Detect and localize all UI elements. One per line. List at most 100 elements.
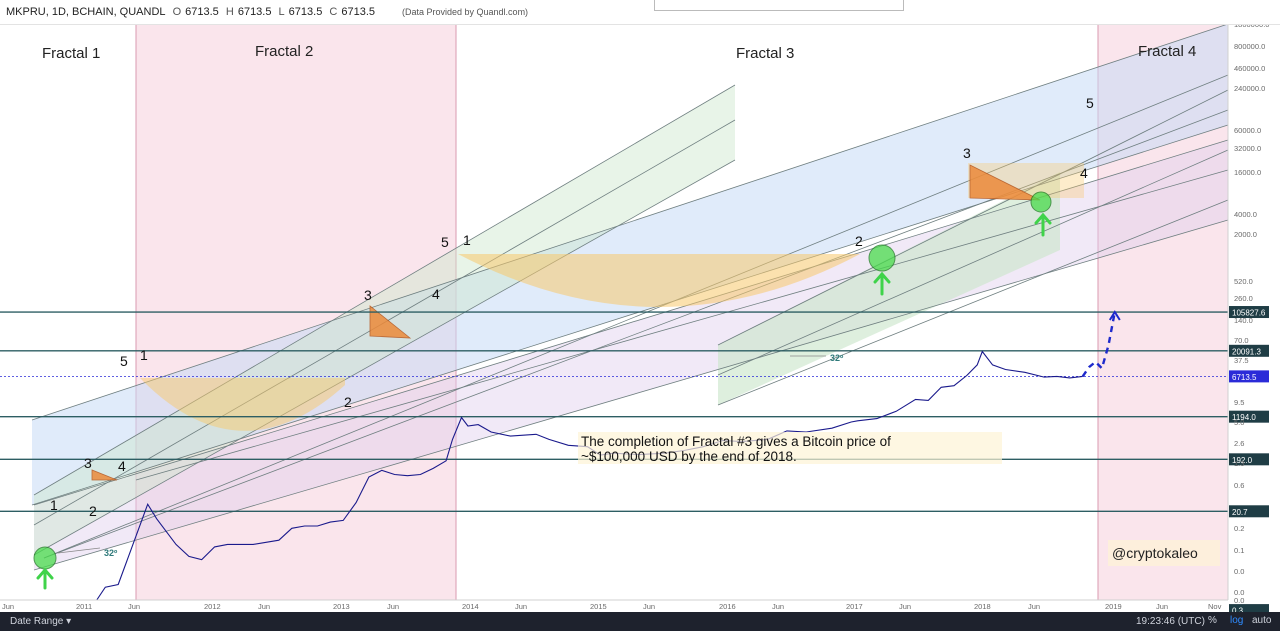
y-tick-label: 800000.0 xyxy=(1234,42,1265,51)
x-tick-label: 2017 xyxy=(846,602,863,611)
triangle-fractal1 xyxy=(91,469,118,481)
level-value: 0.3 xyxy=(1232,607,1244,612)
y-tick-label: 37.5 xyxy=(1234,356,1249,365)
up-arrow-icon xyxy=(36,212,1052,590)
watermark-box xyxy=(1108,540,1220,566)
open-value: 6713.5 xyxy=(185,6,219,18)
triangle-fractal3 xyxy=(969,164,1041,201)
fractal-label: Fractal 3 xyxy=(736,45,794,62)
wave-label: 5 xyxy=(441,234,449,250)
wave-label: 3 xyxy=(364,287,372,303)
price-line xyxy=(65,350,1083,612)
x-tick-label: Jun xyxy=(643,602,655,611)
level-value: 20.7 xyxy=(1232,508,1248,517)
level-tag: 20.7 xyxy=(1229,505,1269,518)
auto-scale-button[interactable]: auto xyxy=(1252,615,1272,626)
fractal-label: Fractal 2 xyxy=(255,43,313,60)
x-tick-label: Jun xyxy=(1028,602,1040,611)
x-tick-label: 2014 xyxy=(462,602,479,611)
trend-lines xyxy=(31,23,1229,571)
wave-label: 2 xyxy=(855,233,863,249)
bottom-toolbar: Date Range ▾ 19:23:46 (UTC) % log auto xyxy=(0,612,1280,631)
y-tick-label: 2000.0 xyxy=(1234,230,1257,239)
y-tick-label: 260.0 xyxy=(1234,294,1253,303)
x-tick-label: 2016 xyxy=(719,602,736,611)
y-tick-label: 5.0 xyxy=(1234,418,1244,427)
level-tag: 1194.0 xyxy=(1229,410,1269,423)
fractal-label: Fractal 4 xyxy=(1138,43,1196,60)
y-tick-label: 0.2 xyxy=(1234,524,1244,533)
cup-arc-fractal3 xyxy=(458,254,860,307)
data-provider: (Data Provided by Quandl.com) xyxy=(402,7,529,17)
y-tick-label: 140.0 xyxy=(1234,316,1253,325)
series-layer xyxy=(65,310,1121,612)
x-tick-label: Jun xyxy=(2,602,14,611)
wave-label: 2 xyxy=(89,503,97,519)
level-value: 105827.6 xyxy=(1232,309,1266,318)
wave-label: 4 xyxy=(1080,165,1088,181)
y-tick-label: 9.5 xyxy=(1234,398,1244,407)
forecast-arrow-icon xyxy=(1108,310,1121,321)
wave-label: 3 xyxy=(963,145,971,161)
green-circle-fractal3 xyxy=(868,244,896,272)
level-tag: 105827.6 xyxy=(1229,306,1269,319)
symbol-info: MKPRU, 1D, BCHAIN, QUANDL O 6713.5 H 6713.… xyxy=(6,6,379,18)
y-tick-label: 240000.0 xyxy=(1234,84,1265,93)
wave-label: 2 xyxy=(344,394,352,410)
price-chart[interactable]: Fractal 1 Fractal 2 Fractal 3 Fractal 4 1 2 3 4… xyxy=(0,0,1280,612)
y-tick-label: 520.0 xyxy=(1234,277,1253,286)
angle-label: 32º xyxy=(830,353,844,363)
low-label: L xyxy=(278,6,285,18)
x-tick-label: 2011 xyxy=(76,602,92,611)
y-tick-label: 0.1 xyxy=(1234,546,1244,555)
y-tick-label: 16000.0 xyxy=(1234,168,1261,177)
level-tag: 192.0 xyxy=(1229,453,1269,466)
x-tick-label: Jun xyxy=(1156,602,1168,611)
forecast-line xyxy=(1081,311,1116,378)
y-tick-label: 32000.0 xyxy=(1234,144,1261,153)
high-value: 6713.5 xyxy=(237,6,272,18)
open-label: O xyxy=(172,6,182,18)
search-field[interactable] xyxy=(654,0,904,11)
watermark-text: @cryptokaleo xyxy=(1112,545,1198,561)
cup-arc-fractal1 xyxy=(140,378,345,431)
fractal-label: Fractal 1 xyxy=(42,45,100,62)
green-circle-fractal1 xyxy=(33,546,57,570)
x-tick-label: 2015 xyxy=(590,602,607,611)
annotation-text: ~$100,000 USD by the end of 2018. xyxy=(581,449,797,464)
wave-label: 4 xyxy=(432,286,440,302)
log-scale-button[interactable]: log xyxy=(1230,615,1244,626)
y-axis-labels: 105827.6 20091.3 6713.5 1194.0 192.0 20.7 0.3 3… xyxy=(1229,0,1269,612)
date-range-button[interactable]: Date Range ▾ xyxy=(10,616,72,627)
symbol-label[interactable]: MKPRU, 1D, BCHAIN, QUANDL xyxy=(6,6,166,18)
y-tick-label: 1.3 xyxy=(1234,459,1244,468)
green-channel-fractal3 xyxy=(718,172,1060,405)
price-axis[interactable] xyxy=(1228,0,1280,600)
angle-label: 32º xyxy=(104,548,118,558)
x-tick-label: Jun xyxy=(258,602,270,611)
x-axis-labels: Jun 2011 Jun 2012 Jun 2013 Jun 2014 Jun 2015 Jun 20… xyxy=(2,602,1222,611)
level-value: 20091.3 xyxy=(1232,347,1261,356)
y-tick-label: 0.0 xyxy=(1234,567,1244,576)
time-axis[interactable] xyxy=(0,600,1228,612)
y-tick-label: 0.0 xyxy=(1234,596,1244,605)
y-tick-label: 0.6 xyxy=(1234,481,1244,490)
percent-scale-button[interactable]: % xyxy=(1208,615,1217,626)
clock-readout: 19:23:46 (UTC) xyxy=(1136,616,1205,627)
y-tick-label: 460000.0 xyxy=(1234,64,1265,73)
close-label: C xyxy=(329,6,338,18)
y-tick-label: 2.6 xyxy=(1234,439,1244,448)
level-value: 192.0 xyxy=(1232,456,1253,465)
y-tick-label: 70.0 xyxy=(1234,336,1249,345)
y-tick-label: 60000.0 xyxy=(1234,126,1261,135)
level-tag: 0.3 xyxy=(1229,604,1269,612)
triangle-fractal2 xyxy=(369,305,412,339)
y-tick-label: 0.0 xyxy=(1234,588,1244,597)
level-tag: 6713.5 xyxy=(1229,370,1269,383)
x-tick-label: 2019 xyxy=(1105,602,1122,611)
level-value: 6713.5 xyxy=(1232,373,1257,382)
x-tick-label: Nov xyxy=(1208,602,1222,611)
annotation-text: The completion of Fractal #3 gives a Bit… xyxy=(581,434,891,449)
wave-label: 1 xyxy=(140,347,148,363)
x-tick-label: Jun xyxy=(899,602,911,611)
